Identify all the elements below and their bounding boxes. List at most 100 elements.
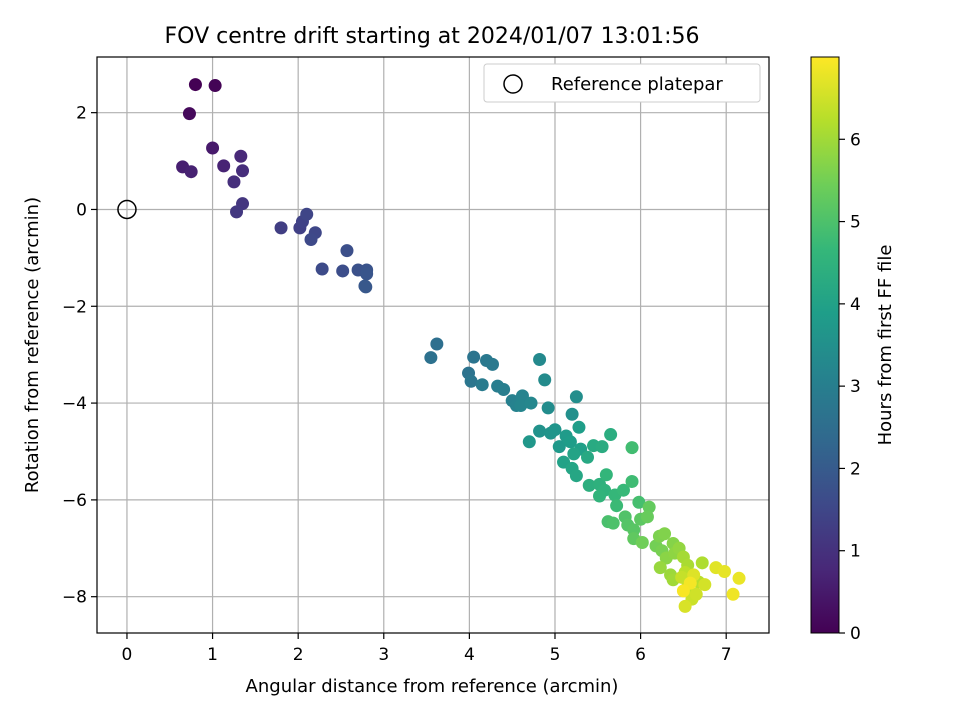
data-point [698, 578, 712, 592]
plot-area [96, 56, 770, 634]
data-point [569, 469, 583, 483]
x-axis: 0 1 2 3 4 5 6 7 [122, 633, 732, 665]
data-point [236, 164, 250, 178]
axes-frame [96, 56, 770, 634]
data-point [524, 396, 538, 410]
data-point [640, 510, 654, 524]
x-tick-label: 2 [293, 645, 304, 665]
y-tick-label: 2 [76, 104, 87, 124]
data-point [593, 489, 607, 503]
data-point [642, 500, 656, 514]
legend: Reference platepar [483, 63, 761, 103]
y-tick-label: −6 [62, 491, 87, 511]
data-point [678, 599, 692, 613]
data-point [732, 571, 746, 585]
data-point [533, 353, 547, 367]
scatter-points [176, 78, 746, 613]
legend-marker-open-circle [503, 74, 523, 94]
y-tick-label: −2 [62, 297, 87, 317]
data-point [274, 221, 288, 235]
data-point [726, 587, 740, 601]
colorbar-tick-label: 5 [850, 213, 861, 233]
data-point [217, 159, 231, 173]
reference-platepar-marker [117, 199, 137, 220]
data-point [208, 79, 222, 93]
colorbar-label: Hours from first FF file [875, 245, 896, 446]
x-tick-label: 5 [550, 645, 561, 665]
data-point [336, 264, 350, 278]
x-tick-label: 4 [464, 645, 475, 665]
data-point [340, 244, 354, 258]
data-point [567, 447, 581, 461]
data-point [227, 175, 241, 189]
data-point [582, 478, 596, 492]
data-point [599, 468, 613, 482]
data-point [538, 373, 552, 387]
data-point [533, 424, 547, 438]
data-point [653, 561, 667, 575]
x-tick-label: 7 [721, 645, 732, 665]
data-point [522, 435, 536, 449]
data-point [300, 207, 314, 221]
y-axis-label: Rotation from reference (arcmin) [22, 197, 43, 493]
data-point [625, 441, 639, 455]
data-point [616, 483, 630, 497]
data-point [514, 399, 528, 413]
data-point [632, 495, 646, 509]
chart-title: FOV centre drift starting at 2024/01/07 … [165, 24, 700, 49]
y-tick-label: 0 [76, 200, 87, 220]
colorbar-tick-label: 6 [850, 130, 861, 150]
data-point [569, 390, 583, 404]
colorbar-tick-label: 3 [850, 377, 861, 397]
data-point [230, 205, 244, 219]
data-point [541, 401, 555, 415]
data-point [315, 262, 329, 276]
data-point [689, 587, 703, 601]
colorbar-ticks: 0 1 2 3 4 5 6 [839, 130, 861, 644]
data-point [635, 535, 649, 549]
data-point [515, 389, 529, 403]
data-point [467, 350, 481, 364]
y-tick-label: −8 [62, 588, 87, 608]
legend-box [483, 63, 761, 103]
data-point [485, 357, 499, 371]
data-point [552, 440, 566, 454]
data-point [565, 407, 579, 421]
x-tick-label: 6 [635, 645, 646, 665]
data-point [234, 149, 248, 163]
data-point [464, 374, 478, 388]
colorbar-tick-label: 0 [850, 624, 861, 644]
data-point [304, 232, 318, 246]
data-point [182, 107, 196, 121]
x-axis-label: Angular distance from reference (arcmin) [246, 676, 619, 697]
data-point [610, 499, 624, 513]
data-point [563, 435, 577, 449]
data-point [188, 78, 202, 92]
data-point [475, 378, 489, 392]
grid-lines [97, 57, 769, 633]
legend-label-reference-platepar: Reference platepar [551, 74, 723, 95]
x-tick-label: 3 [378, 645, 389, 665]
colorbar-tick-label: 1 [850, 542, 861, 562]
data-point [430, 337, 444, 351]
data-point [548, 423, 562, 437]
colorbar-tick-label: 2 [850, 459, 861, 479]
data-point [658, 527, 672, 541]
data-point [717, 565, 731, 579]
data-point [572, 420, 586, 434]
data-point [604, 428, 618, 442]
data-point [581, 450, 595, 464]
data-point [184, 165, 198, 179]
colorbar: 0 1 2 3 4 5 6 Hours from first FF file [810, 56, 896, 644]
data-point [625, 474, 639, 488]
data-point [497, 383, 511, 397]
data-point [606, 516, 620, 530]
colorbar-tick-label: 4 [850, 295, 861, 315]
data-point [360, 267, 374, 281]
x-tick-label: 1 [207, 645, 218, 665]
data-point [695, 556, 709, 570]
data-point [424, 351, 438, 365]
data-point [676, 584, 690, 598]
